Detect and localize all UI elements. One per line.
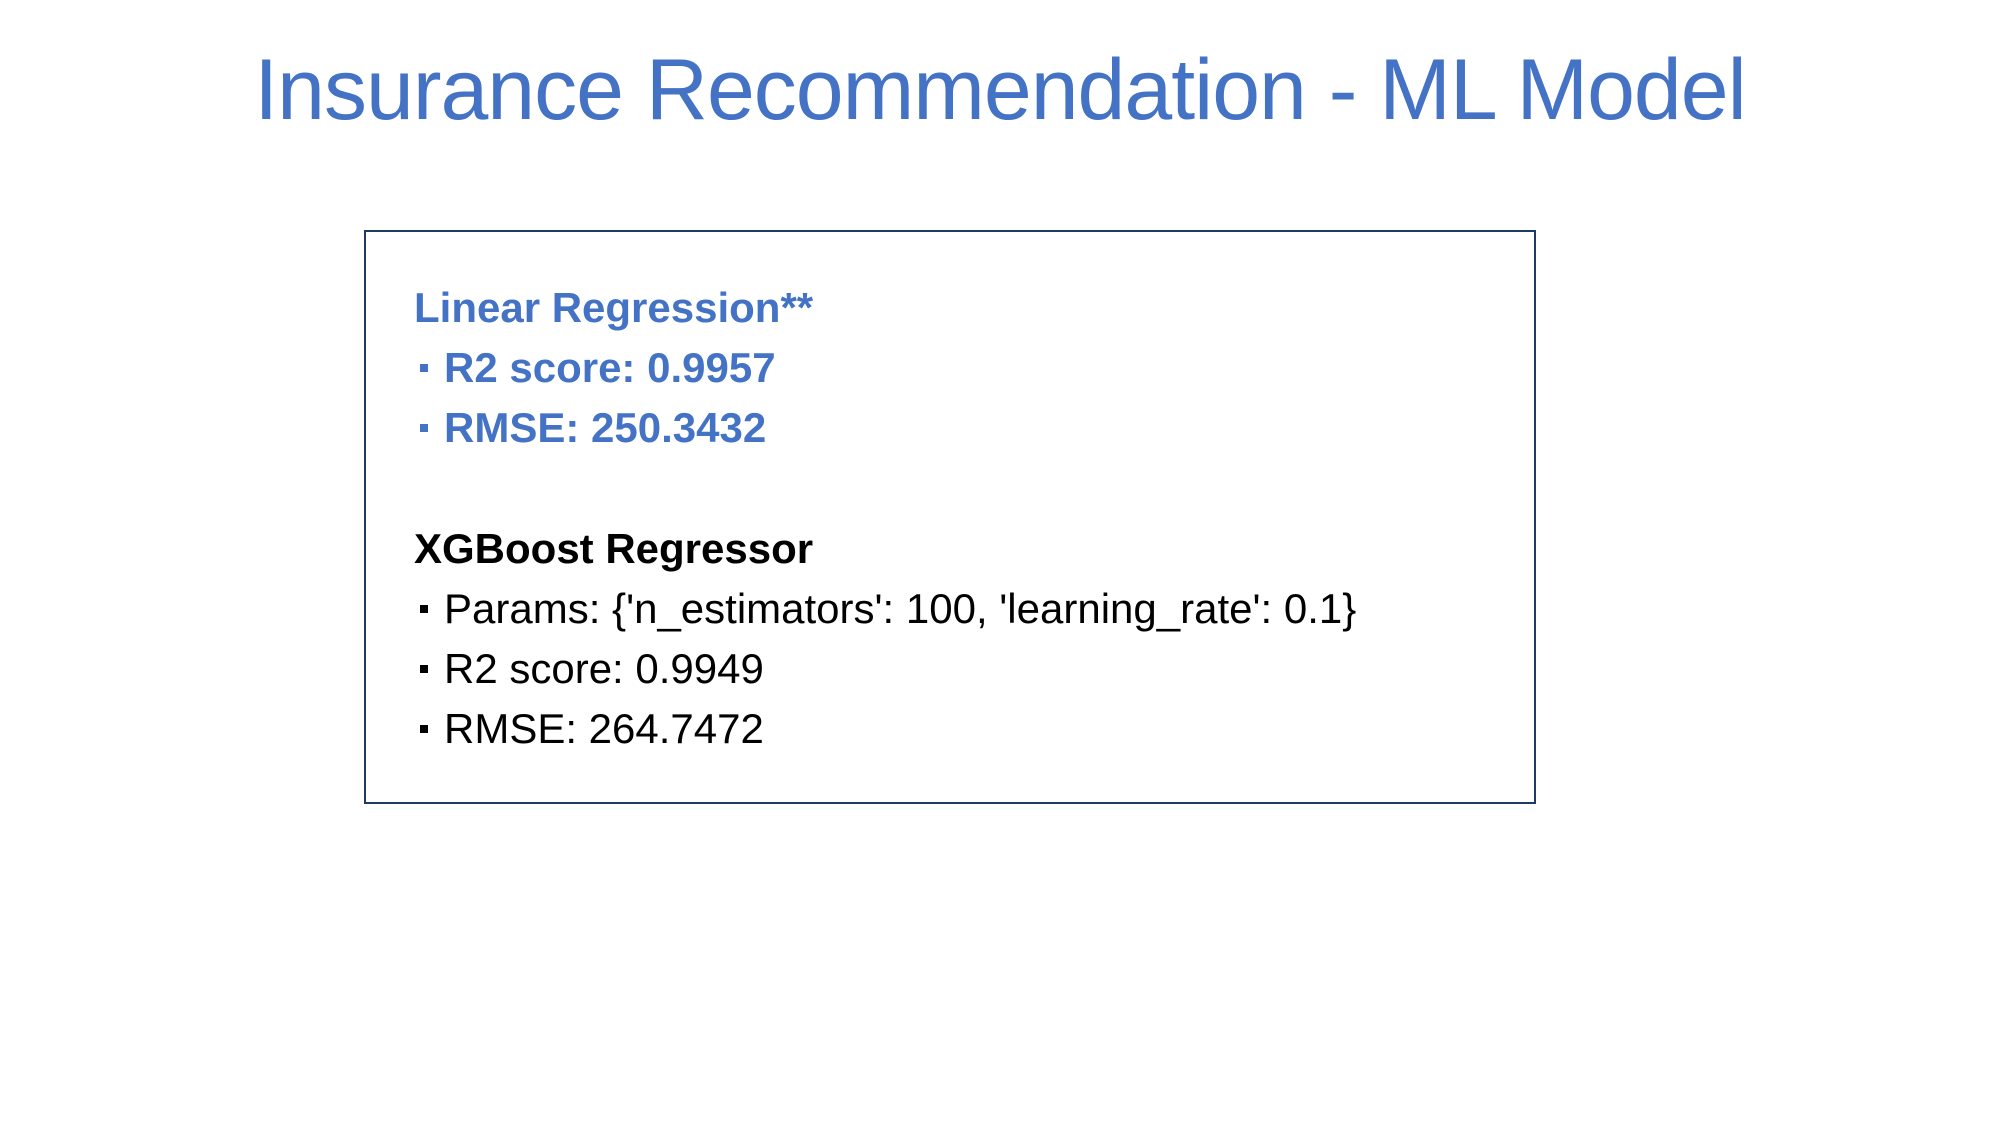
xgboost-r2-text: R2 score: 0.9949	[444, 645, 764, 692]
square-bullet-icon	[420, 725, 428, 733]
xgboost-rmse-item: RMSE: 264.7472	[414, 699, 1356, 759]
xgboost-r2-item: R2 score: 0.9949	[414, 639, 1356, 699]
xgboost-heading: XGBoost Regressor	[414, 525, 814, 572]
xgboost-rmse-text: RMSE: 264.7472	[444, 705, 764, 752]
model-results-box: Linear Regression** R2 score: 0.9957 RMS…	[364, 230, 1536, 804]
xgboost-params-text: Params: {'n_estimators': 100, 'learning_…	[444, 585, 1357, 632]
linear-regression-rmse-text: RMSE: 250.3432	[444, 404, 767, 451]
linear-regression-r2-text: R2 score: 0.9957	[444, 344, 776, 391]
square-bullet-icon	[420, 605, 428, 613]
square-bullet-icon	[420, 424, 428, 432]
xgboost-params-item: Params: {'n_estimators': 100, 'learning_…	[414, 579, 1356, 639]
xgboost-section: XGBoost Regressor Params: {'n_estimators…	[414, 519, 1356, 759]
slide-title: Insurance Recommendation - ML Model	[254, 42, 1746, 138]
linear-regression-rmse-item: RMSE: 250.3432	[414, 398, 813, 458]
square-bullet-icon	[420, 665, 428, 673]
linear-regression-heading: Linear Regression**	[414, 284, 814, 331]
linear-regression-r2-item: R2 score: 0.9957	[414, 338, 813, 398]
square-bullet-icon	[420, 364, 428, 372]
linear-regression-section: Linear Regression** R2 score: 0.9957 RMS…	[414, 278, 813, 458]
